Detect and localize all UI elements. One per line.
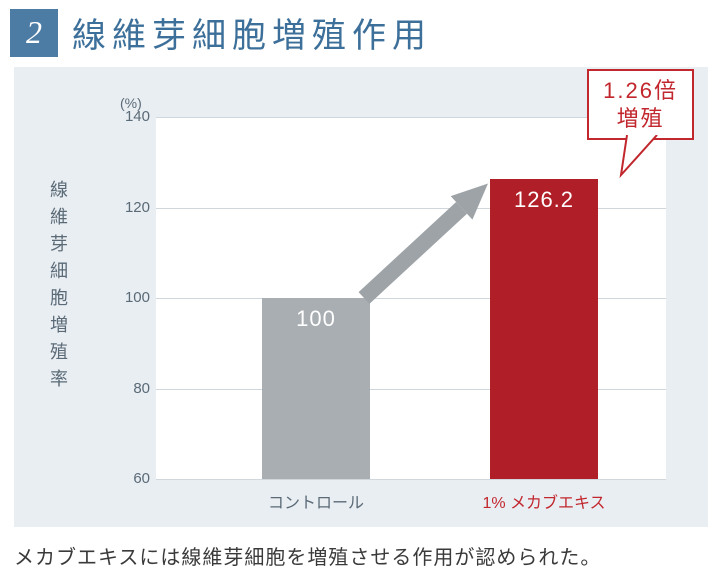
section-title: 線維芽細胞増殖作用 (72, 8, 432, 57)
callout: 1.26倍 増殖 (587, 69, 694, 140)
section-number-badge: 2 (10, 9, 58, 57)
x-axis-label: 1% メカブエキス (454, 489, 634, 513)
callout-line2: 増殖 (603, 105, 678, 133)
y-axis-label: 線維芽細胞増殖率 (50, 177, 70, 393)
section-header: 2 線維芽細胞増殖作用 (0, 0, 722, 63)
y-tick-label: 60 (116, 470, 150, 487)
y-tick-label: 80 (116, 380, 150, 397)
x-axis-label: コントロール (226, 489, 406, 513)
callout-line1: 1.26倍 (603, 77, 678, 105)
chart-panel: 1.26倍 増殖 (%) 線維芽細胞増殖率 100126.2 608010012… (14, 67, 708, 527)
callout-box: 1.26倍 増殖 (587, 69, 694, 140)
section-number: 2 (26, 14, 42, 51)
y-tick-label: 100 (116, 289, 150, 306)
grid-line (156, 479, 666, 480)
y-tick-label: 120 (116, 199, 150, 216)
y-tick-label: 140 (116, 108, 150, 125)
callout-tail-icon (617, 135, 665, 179)
trend-arrow-icon (156, 117, 666, 479)
figure-caption: メカブエキスには線維芽細胞を増殖させる作用が認められた。 (0, 527, 722, 570)
plot-area: 100126.2 (156, 117, 666, 479)
